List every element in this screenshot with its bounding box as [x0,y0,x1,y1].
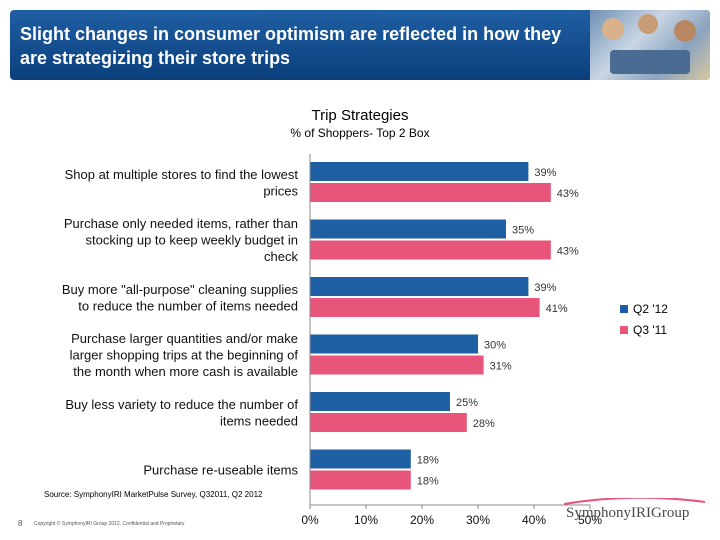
legend-swatch [620,325,628,334]
data-label: 30% [484,340,506,352]
photo-shopper-2 [638,14,658,34]
category-label: the month when more cash is available [73,364,298,379]
legend-item: Q3 '11 [620,319,668,340]
slide-title: Slight changes in consumer optimism are … [20,24,562,68]
x-tick-label: 20% [410,513,434,527]
chart-subtitle: % of Shoppers- Top 2 Box [290,126,430,140]
x-tick-label: 50% [578,513,602,527]
bar [310,277,529,296]
data-label: 35% [512,225,534,237]
header-photo [590,10,710,80]
data-label: 28% [473,418,495,430]
category-label: Purchase larger quantities and/or make [71,331,298,346]
legend-swatch [620,304,628,313]
category-label: prices [263,183,298,198]
data-label: 18% [417,455,439,467]
x-tick-label: 30% [466,513,490,527]
chart-legend: Q2 '12 Q3 '11 [620,298,668,340]
bar [310,470,411,490]
bar [310,183,551,202]
logo-text: SymphonyIRIGroup [566,505,690,521]
legend-label: Q3 '11 [633,322,668,337]
category-label: items needed [220,413,298,428]
data-label: 41% [546,303,568,315]
data-label: 43% [557,246,579,258]
category-label: Buy less variety to reduce the number of [65,397,298,412]
legend-item: Q2 '12 [620,298,668,319]
category-label: Purchase re-useable items [143,463,298,478]
page-number: 8 [18,519,23,528]
symphonyiri-logo: SymphonyIRIGroup [562,498,707,528]
photo-shopper-1 [602,18,624,40]
bar [310,392,450,411]
bar [310,298,540,317]
bar [310,240,551,260]
bar [310,219,506,239]
data-label: 39% [534,167,556,179]
data-label: 18% [417,476,439,488]
data-label: 25% [456,397,478,409]
slide-header: Slight changes in consumer optimism are … [10,10,710,80]
x-tick-label: 40% [522,513,546,527]
category-label: to reduce the number of items needed [78,298,298,313]
chart-title: Trip Strategies [311,107,409,124]
photo-shopper-3 [674,20,696,42]
x-tick-label: 10% [354,513,378,527]
photo-cart [610,50,690,74]
bar [310,355,484,375]
copyright-note: Copyright © SymphonyIRI Group 2012. Conf… [34,521,185,527]
data-label: 39% [534,282,556,294]
bar [310,413,467,432]
bar [310,449,411,469]
category-label: Shop at multiple stores to find the lowe… [65,167,299,182]
logo-swoosh-icon [563,498,706,505]
source-note: Source: SymphonyIRI MarketPulse Survey, … [44,490,263,499]
category-label: check [264,249,298,264]
bar [310,162,529,181]
data-label: 43% [557,188,579,200]
category-label: Buy more "all-purpose" cleaning supplies [62,282,299,297]
category-label: Purchase only needed items, rather than [64,216,298,231]
x-tick-label: 0% [301,513,319,527]
legend-label: Q2 '12 [633,301,668,316]
category-label: stocking up to keep weekly budget in [86,233,298,248]
category-label: larger shopping trips at the beginning o… [70,348,299,363]
data-label: 31% [490,361,512,373]
bar [310,334,478,354]
